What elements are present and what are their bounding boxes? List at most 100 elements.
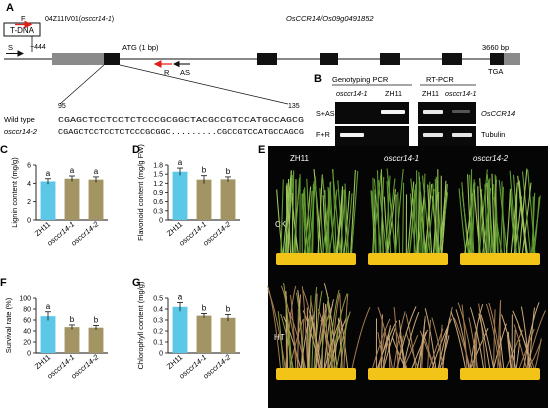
exon-5 (442, 53, 462, 65)
tdna-label: T-DNA (10, 26, 35, 35)
exon-1 (104, 53, 120, 65)
bar (64, 327, 80, 353)
bar (40, 316, 56, 353)
pos-neg444: −444 (30, 44, 46, 51)
panel-letter: G (132, 277, 141, 289)
seq-end: 135 (288, 103, 300, 110)
significance-letter: a (70, 166, 75, 175)
panel-letter: D (132, 144, 140, 156)
control-label: Tubulin (481, 130, 505, 139)
plant-ht-1 (267, 282, 371, 380)
primer-f-label: F (21, 14, 26, 23)
band-f-r-mut (340, 133, 364, 137)
plant-ck-3 (458, 168, 541, 265)
y-tick-label: 60 (23, 318, 31, 325)
bar (88, 327, 104, 353)
band-ccr14-mut (452, 110, 470, 113)
utr3-box (504, 53, 520, 65)
y-tick-label: 1.5 (153, 172, 163, 179)
row-ht: HT (274, 333, 285, 342)
tray-ck (276, 253, 356, 265)
line-id: 04Z11IV01(osccr14-1) (45, 16, 114, 23)
significance-letter: b (226, 167, 231, 176)
chart-d: D 0 0.3 0.6 0.9 1.2 1.5 1.8 Flavonoid content (m… (132, 144, 240, 248)
plant-ck-2 (368, 168, 449, 265)
bar (40, 181, 56, 220)
y-axis-label: Flavonoid content (mg/g FW) (136, 144, 145, 241)
gene-label: OsCCR14 (481, 109, 515, 118)
plant-photos (267, 168, 546, 380)
gel-rt-tubulin (418, 126, 476, 146)
panel-b: B Genotyping PCR RT-PCR osccr14-1 ZH11 Z… (314, 73, 515, 146)
wt-label: Wild type (4, 115, 35, 124)
panel-b-letter: B (314, 73, 322, 85)
significance-letter: b (226, 305, 231, 314)
x-tick-label: osccr14-2 (201, 219, 233, 248)
col-zh11: ZH11 (290, 154, 310, 163)
geno-lane-wt: ZH11 (385, 89, 402, 98)
y-tick-label: 4 (27, 181, 31, 188)
y-tick-label: 0.2 (153, 329, 163, 336)
chart-f: F 0 20 40 60 80 100 Survival rate (%) a ZH11 b oscc… (0, 277, 108, 381)
band-ccr14-wt (423, 110, 443, 114)
chart-g: G 0 0.1 0.2 0.3 0.4 0.5 Chlorophyll content (mg… (132, 277, 240, 381)
significance-letter: a (94, 167, 99, 176)
x-tick-label: osccr14-2 (201, 352, 233, 381)
bar (88, 179, 104, 220)
panel-a-letter: A (6, 2, 14, 14)
y-tick-label: 6 (27, 163, 31, 170)
tga-label: TGA (488, 67, 503, 76)
gel-f-r (335, 126, 409, 146)
exon-6 (490, 53, 504, 65)
bar-charts: C 0 2 4 6 Lignin content (mg/g) a ZH11 a osccr14-… (0, 144, 240, 381)
x-tick-label: osccr14-2 (69, 352, 101, 381)
tray-ck (460, 253, 540, 265)
y-axis-label: Lignin content (mg/g) (10, 157, 19, 228)
primer-s-label: S (8, 43, 13, 52)
row-ck: CK (275, 220, 287, 229)
y-tick-label: 0.4 (153, 307, 163, 314)
y-axis-label: Chlorophyll content (mg/g) (136, 281, 145, 369)
exon-2 (257, 53, 277, 65)
wt-sequence: CGAGCTCCTCCTCTCCCGCGGCTACGCCGTCCATGCCAGC… (58, 117, 304, 125)
mut-sequence: CGAGCTCCTCCTCTCCCGCGGC.........CGCCGTCCA… (58, 129, 304, 137)
col-osccr14-2: osccr14-2 (473, 154, 509, 163)
tray-ht (460, 368, 540, 380)
band-tub-mut (452, 133, 472, 137)
bar (196, 315, 212, 353)
exon-4 (380, 53, 400, 65)
rt-lane-wt: ZH11 (422, 89, 439, 98)
end-bp-label: 3660 bp (482, 43, 509, 52)
y-tick-label: 0.1 (153, 340, 163, 347)
y-tick-label: 1.2 (153, 181, 163, 188)
significance-letter: a (46, 169, 51, 178)
y-tick-label: 0.3 (153, 208, 163, 215)
y-tick-label: 1.8 (153, 163, 163, 170)
primer-r-label: R (164, 68, 170, 77)
bar (172, 171, 188, 220)
geno-title: Genotyping PCR (332, 75, 389, 84)
y-axis-label: Survival rate (%) (4, 297, 13, 353)
y-tick-label: 20 (23, 340, 31, 347)
rt-lane-mut: osccr14-1 (445, 89, 477, 98)
y-tick-label: 0.9 (153, 190, 163, 197)
chart-c: C 0 2 4 6 Lignin content (mg/g) a ZH11 a osccr14-… (0, 144, 108, 248)
plant-ck-1 (276, 169, 359, 265)
row-f-r: F+R (316, 130, 330, 139)
zoom-line-left (59, 64, 105, 105)
bar (220, 317, 236, 353)
significance-letter: a (178, 292, 183, 301)
x-tick-label: ZH11 (33, 220, 52, 238)
bar (172, 306, 188, 353)
y-tick-label: 0 (27, 218, 31, 225)
row-s-as: S+AS (316, 109, 335, 118)
bar (196, 179, 212, 220)
seq-start: 95 (58, 103, 66, 110)
utr5-box (52, 53, 104, 65)
tray-ht (276, 368, 356, 380)
significance-letter: b (202, 303, 207, 312)
col-osccr14-1: osccr14-1 (384, 154, 419, 163)
exon-3 (320, 53, 338, 65)
significance-letter: b (70, 315, 75, 324)
gel-s-as (335, 102, 409, 124)
